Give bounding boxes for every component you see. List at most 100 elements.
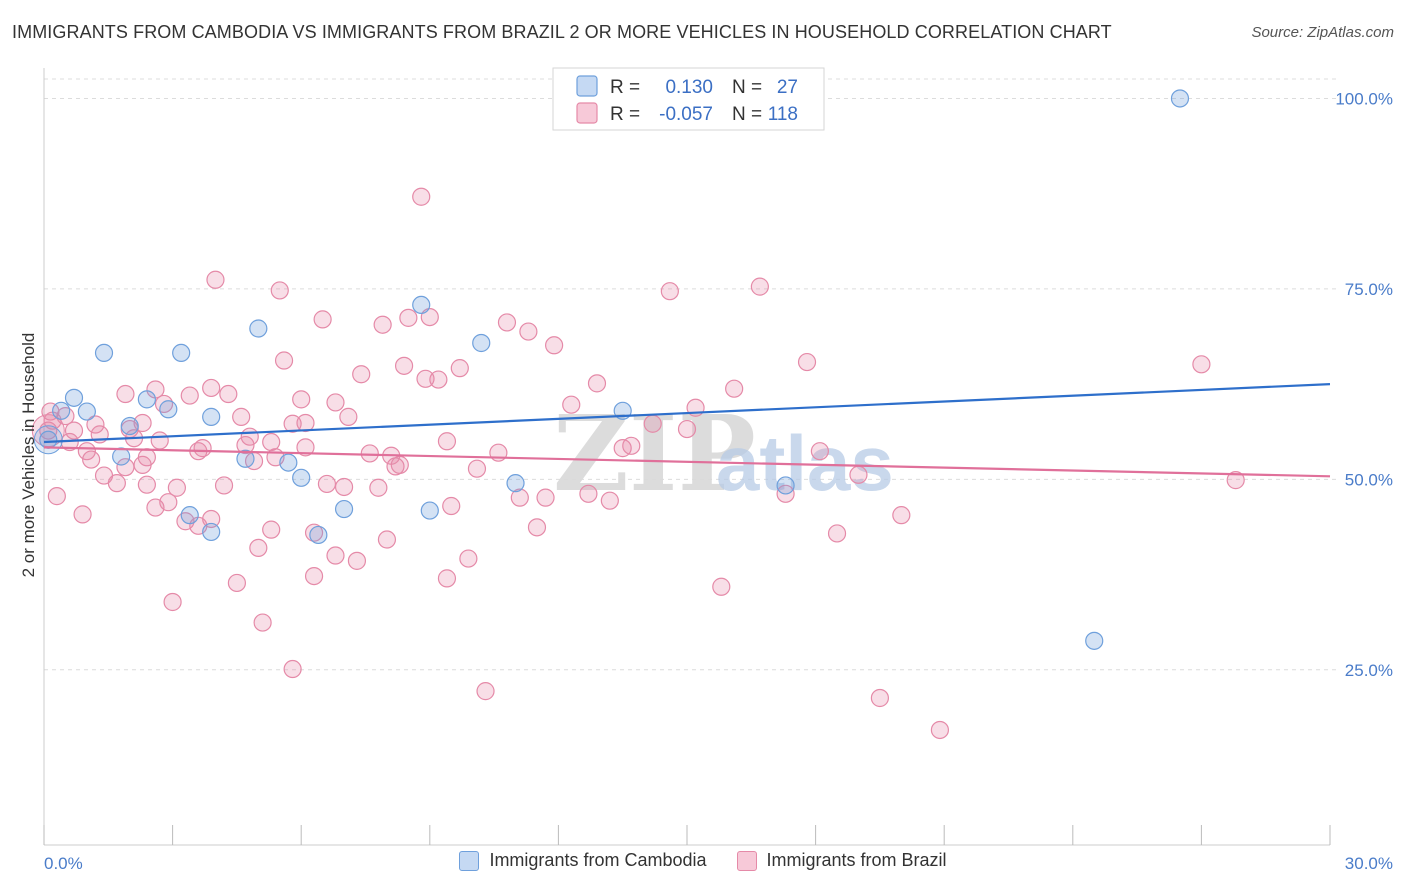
brazil-point — [326, 393, 345, 412]
brazil-point — [227, 573, 246, 593]
cambodia-point — [52, 401, 71, 420]
brazil-point — [334, 477, 354, 497]
brazil-point — [827, 524, 847, 543]
brazil-point — [587, 374, 607, 393]
brazil-point — [47, 487, 66, 506]
brazil-point — [1192, 355, 1211, 374]
brazil-point — [437, 569, 457, 588]
cambodia-point — [180, 506, 199, 525]
y-tick-label: 75.0% — [1345, 280, 1393, 299]
brazil-point — [622, 436, 641, 455]
cambodia-point — [77, 402, 96, 421]
legend-r-value-2: -0.057 — [659, 104, 713, 125]
brazil-points — [31, 187, 1245, 740]
brazil-point — [236, 435, 255, 455]
brazil-point — [313, 310, 332, 329]
brazil-point — [262, 520, 281, 539]
brazil-point — [296, 438, 315, 457]
cambodia-point — [249, 319, 268, 338]
brazil-point — [750, 277, 769, 296]
brazil-point — [202, 509, 221, 529]
brazil-point — [360, 444, 379, 463]
legend-r-value-1: 0.130 — [665, 77, 713, 98]
brazil-point — [1226, 471, 1245, 490]
brazil-point — [377, 530, 397, 549]
cambodia-point — [64, 388, 84, 407]
brazil-point — [562, 395, 581, 414]
brazil-point — [545, 336, 564, 355]
bottom-legend-cambodia: Immigrants from Cambodia — [459, 850, 707, 871]
cambodia-point — [159, 400, 178, 419]
cambodia-point — [172, 343, 191, 362]
brazil-point — [270, 281, 289, 300]
legend-box: R = 0.130 N = 27 R = -0.057 N = 118 — [552, 67, 825, 131]
brazil-point — [476, 682, 495, 701]
brazil-point — [519, 322, 538, 341]
brazil-point — [133, 455, 152, 474]
chart-title: IMMIGRANTS FROM CAMBODIA VS IMMIGRANTS F… — [12, 22, 1112, 42]
brazil-point — [536, 488, 555, 507]
brazil-point — [459, 549, 478, 568]
brazil-point — [394, 356, 414, 375]
brazil-point — [77, 442, 96, 461]
brazil-point — [930, 720, 950, 740]
cambodia-point — [279, 453, 298, 472]
bottom-legend: Immigrants from Cambodia Immigrants from… — [0, 850, 1406, 871]
brazil-point — [450, 359, 469, 378]
brazil-point — [467, 459, 487, 478]
cambodia-point — [120, 416, 139, 436]
brazil-point — [600, 491, 619, 510]
cambodia-trend-line — [43, 383, 1331, 444]
brazil-point — [870, 688, 890, 708]
brazil-point — [416, 369, 435, 388]
legend-n-value-1: 27 — [777, 77, 798, 98]
brazil-point — [579, 484, 598, 503]
bottom-legend-brazil: Immigrants from Brazil — [736, 850, 947, 871]
brazil-point — [497, 313, 517, 332]
cambodia-point — [1170, 89, 1190, 108]
legend-n-value-2: 118 — [768, 104, 798, 125]
y-tick-label: 25.0% — [1345, 661, 1393, 680]
brazil-point — [712, 577, 731, 596]
brazil-point — [292, 390, 311, 409]
brazil-point — [137, 475, 156, 494]
bottom-legend-label-cambodia: Immigrants from Cambodia — [489, 850, 707, 870]
brazil-point — [283, 659, 302, 679]
brazil-point — [232, 407, 251, 426]
brazil-point — [219, 384, 238, 404]
legend-swatch-cambodia — [576, 75, 598, 97]
brazil-point — [304, 566, 324, 586]
legend-swatch-brazil — [576, 102, 598, 124]
cambodia-point — [202, 407, 221, 426]
tick-labels: 100.0% 75.0% 50.0% 25.0% 0.0% 30.0% — [44, 89, 1393, 873]
x-tick-label-min: 0.0% — [44, 854, 83, 873]
cambodia-big-point — [33, 425, 63, 455]
bottom-legend-swatch-cambodia — [459, 850, 480, 871]
legend-r-label-1: R = — [610, 77, 640, 98]
brazil-point — [167, 478, 186, 497]
brazil-point — [82, 450, 101, 469]
brazil-point — [116, 384, 135, 404]
x-tick-label-max: 30.0% — [1345, 854, 1393, 873]
cambodia-point — [137, 390, 156, 409]
cambodia-point — [236, 449, 255, 468]
brazil-point — [352, 365, 371, 384]
brazil-point — [240, 427, 259, 446]
cambodia-point — [1085, 631, 1104, 650]
cambodia-point — [94, 343, 114, 362]
cambodia-point — [292, 468, 311, 487]
brazil-point — [660, 282, 679, 301]
source-label: Source: ZipAtlas.com — [1251, 24, 1394, 41]
brazil-point — [180, 386, 199, 405]
y-tick-label: 50.0% — [1345, 470, 1393, 489]
brazil-point — [437, 432, 457, 451]
brazil-point — [849, 465, 868, 484]
legend-n-label-1: N = — [732, 77, 762, 98]
brazil-point — [214, 476, 234, 495]
brazil-point — [317, 474, 337, 494]
cambodia-point — [334, 499, 354, 519]
brazil-point — [810, 442, 829, 461]
brazil-point — [274, 351, 294, 370]
trend-lines — [43, 383, 1331, 478]
